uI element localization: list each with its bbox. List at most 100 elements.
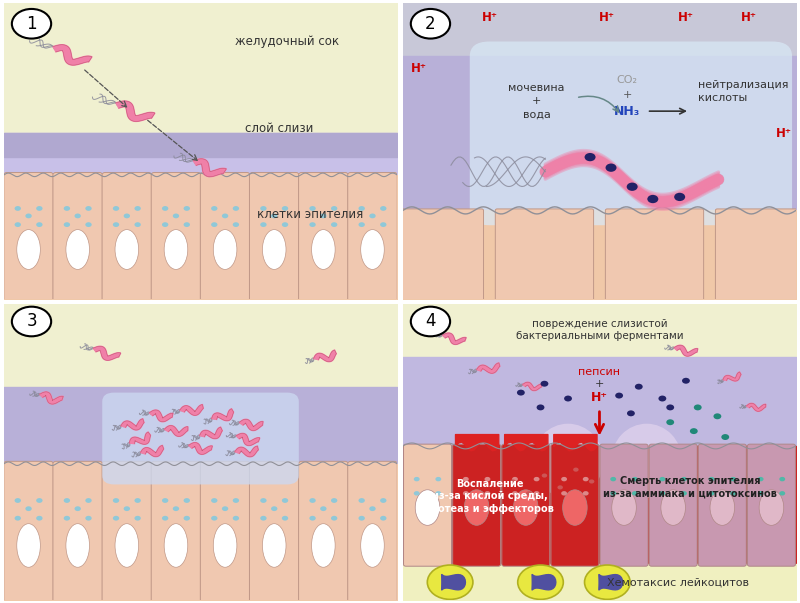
- Text: мочевина
+
вода: мочевина + вода: [508, 83, 565, 119]
- Polygon shape: [150, 410, 173, 421]
- Circle shape: [635, 384, 642, 390]
- FancyBboxPatch shape: [250, 461, 299, 602]
- Circle shape: [36, 206, 42, 211]
- Ellipse shape: [562, 490, 587, 525]
- Polygon shape: [477, 363, 500, 373]
- Polygon shape: [194, 159, 226, 177]
- FancyBboxPatch shape: [151, 172, 201, 302]
- Circle shape: [124, 507, 130, 511]
- Circle shape: [681, 477, 687, 481]
- Text: повреждение слизистой
бактериальными ферментами: повреждение слизистой бактериальными фер…: [516, 318, 683, 341]
- Polygon shape: [141, 446, 164, 456]
- Circle shape: [12, 307, 51, 336]
- Circle shape: [370, 507, 376, 511]
- Polygon shape: [674, 345, 698, 356]
- Text: 2: 2: [425, 14, 436, 33]
- Circle shape: [14, 498, 21, 503]
- Circle shape: [659, 491, 666, 496]
- Circle shape: [310, 223, 316, 227]
- Circle shape: [380, 223, 386, 227]
- Circle shape: [358, 206, 365, 211]
- Circle shape: [534, 477, 539, 481]
- Circle shape: [14, 206, 21, 211]
- Text: желудочный сок: желудочный сок: [235, 35, 339, 48]
- FancyBboxPatch shape: [298, 461, 348, 602]
- Ellipse shape: [661, 490, 686, 525]
- Text: H⁺: H⁺: [678, 11, 694, 24]
- Circle shape: [86, 516, 92, 520]
- Polygon shape: [236, 434, 260, 446]
- Circle shape: [162, 223, 168, 227]
- Polygon shape: [116, 101, 155, 121]
- Circle shape: [86, 223, 92, 227]
- Circle shape: [534, 491, 539, 496]
- FancyBboxPatch shape: [348, 461, 398, 602]
- FancyBboxPatch shape: [606, 209, 704, 301]
- Circle shape: [722, 434, 729, 440]
- Circle shape: [561, 491, 567, 496]
- Circle shape: [134, 206, 141, 211]
- Polygon shape: [189, 443, 212, 454]
- FancyBboxPatch shape: [698, 444, 746, 566]
- Circle shape: [134, 223, 141, 227]
- Text: +: +: [622, 90, 632, 100]
- Circle shape: [615, 393, 623, 399]
- Circle shape: [36, 223, 42, 227]
- Polygon shape: [442, 575, 466, 590]
- Text: +: +: [594, 379, 604, 389]
- Circle shape: [14, 516, 21, 520]
- Circle shape: [134, 516, 141, 520]
- Circle shape: [320, 507, 326, 511]
- Polygon shape: [121, 419, 144, 430]
- FancyBboxPatch shape: [403, 444, 451, 566]
- Polygon shape: [522, 382, 542, 391]
- Circle shape: [730, 477, 736, 481]
- Ellipse shape: [17, 523, 40, 567]
- Ellipse shape: [311, 523, 335, 567]
- FancyBboxPatch shape: [53, 172, 102, 302]
- Circle shape: [113, 206, 119, 211]
- FancyBboxPatch shape: [102, 393, 298, 484]
- Text: H⁺: H⁺: [776, 127, 792, 140]
- Circle shape: [779, 477, 785, 481]
- Circle shape: [282, 498, 288, 503]
- Circle shape: [64, 498, 70, 503]
- Circle shape: [320, 213, 326, 218]
- Text: H⁺: H⁺: [410, 62, 426, 75]
- Polygon shape: [239, 419, 263, 431]
- FancyBboxPatch shape: [551, 444, 599, 566]
- Circle shape: [561, 477, 567, 481]
- Text: Воспаление
из-за кислой среды,
протеаз и эффекторов: Воспаление из-за кислой среды, протеаз и…: [425, 479, 554, 514]
- Circle shape: [233, 206, 239, 211]
- Ellipse shape: [17, 230, 40, 270]
- Circle shape: [380, 206, 386, 211]
- Circle shape: [709, 491, 714, 496]
- Polygon shape: [442, 333, 466, 344]
- Circle shape: [233, 516, 239, 520]
- FancyBboxPatch shape: [102, 461, 151, 602]
- Ellipse shape: [115, 230, 138, 270]
- Text: CO₂: CO₂: [617, 75, 638, 85]
- Text: H⁺: H⁺: [591, 391, 608, 405]
- FancyBboxPatch shape: [151, 461, 201, 602]
- Circle shape: [211, 498, 218, 503]
- Circle shape: [758, 477, 763, 481]
- FancyBboxPatch shape: [600, 444, 648, 566]
- Circle shape: [510, 479, 516, 484]
- Circle shape: [233, 498, 239, 503]
- Polygon shape: [723, 372, 741, 381]
- Polygon shape: [532, 575, 556, 590]
- Polygon shape: [164, 426, 188, 437]
- Circle shape: [370, 213, 376, 218]
- Circle shape: [674, 193, 685, 201]
- Ellipse shape: [611, 424, 682, 497]
- Ellipse shape: [514, 490, 538, 525]
- FancyBboxPatch shape: [102, 172, 151, 302]
- Circle shape: [12, 9, 51, 39]
- Circle shape: [358, 516, 365, 520]
- Circle shape: [537, 405, 545, 411]
- Circle shape: [260, 223, 266, 227]
- Circle shape: [310, 206, 316, 211]
- Circle shape: [709, 477, 714, 481]
- Text: H⁺: H⁺: [741, 11, 757, 24]
